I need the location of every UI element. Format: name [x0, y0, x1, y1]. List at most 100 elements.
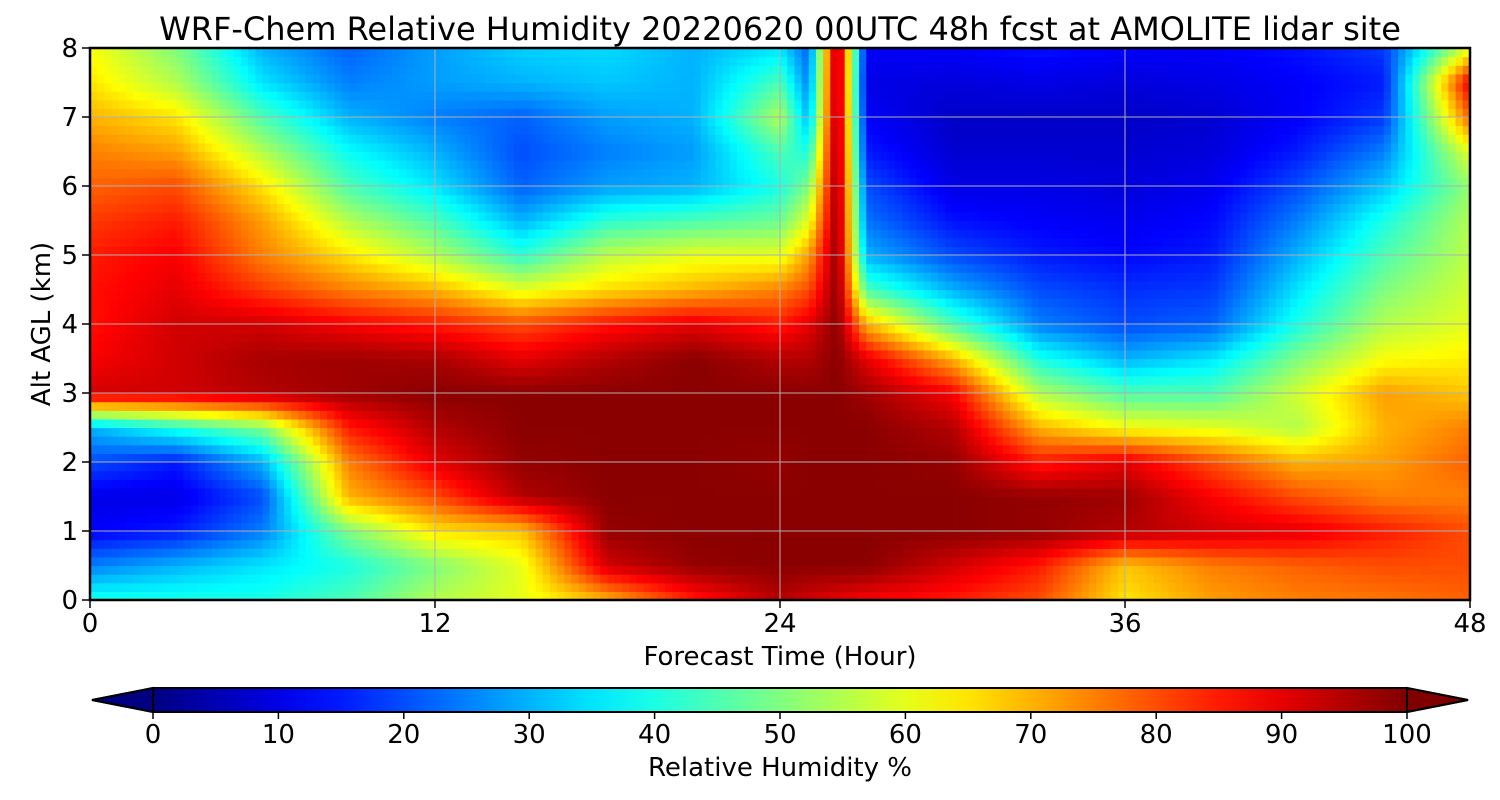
- heatmap-cell: [1125, 479, 1133, 489]
- heatmap-cell: [1211, 565, 1220, 575]
- heatmap-cell: [1010, 470, 1018, 480]
- heatmap-cell: [1326, 548, 1335, 558]
- heatmap-cell: [801, 401, 810, 411]
- heatmap-cell: [700, 384, 709, 394]
- heatmap-cell: [751, 375, 760, 385]
- heatmap-cell: [212, 574, 220, 584]
- heatmap-cell: [327, 384, 335, 394]
- heatmap-cell: [1168, 444, 1176, 454]
- heatmap-cell: [736, 393, 745, 403]
- heatmap-cell: [320, 401, 328, 411]
- heatmap-cell: [406, 401, 415, 411]
- heatmap-cell: [205, 444, 213, 454]
- heatmap-cell: [866, 444, 875, 454]
- heatmap-cell: [744, 453, 752, 463]
- heatmap-cell: [1081, 522, 1090, 532]
- heatmap-cell: [233, 522, 242, 532]
- heatmap-cell: [916, 453, 925, 463]
- heatmap-cell: [1010, 427, 1018, 437]
- heatmap-cell: [1261, 427, 1270, 437]
- heatmap-cell: [902, 496, 910, 506]
- heatmap-cell: [614, 384, 623, 394]
- heatmap-cell: [190, 513, 199, 523]
- heatmap-cell: [1347, 393, 1356, 403]
- heatmap-cell: [1290, 444, 1299, 454]
- heatmap-cell: [140, 479, 149, 489]
- heatmap-cell: [794, 591, 803, 601]
- heatmap-cell: [1146, 375, 1155, 385]
- heatmap-cell: [1074, 548, 1083, 558]
- heatmap-cell: [1168, 582, 1176, 592]
- heatmap-cell: [1067, 582, 1076, 592]
- heatmap-cell: [348, 418, 357, 429]
- heatmap-cell: [1304, 479, 1313, 489]
- heatmap-cell: [895, 574, 903, 584]
- heatmap-cell: [700, 591, 709, 601]
- heatmap-cell: [650, 513, 659, 523]
- heatmap-cell: [966, 513, 975, 523]
- heatmap-cell: [90, 582, 98, 592]
- heatmap-cell: [557, 375, 565, 385]
- heatmap-cell: [1081, 496, 1090, 506]
- heatmap-cell: [585, 522, 594, 532]
- heatmap-cell: [470, 531, 479, 541]
- heatmap-cell: [1390, 436, 1399, 446]
- heatmap-cell: [650, 522, 659, 532]
- heatmap-cell: [1117, 496, 1126, 506]
- heatmap-cell: [154, 401, 163, 411]
- heatmap-cell: [1038, 444, 1047, 454]
- heatmap-cell: [1326, 418, 1335, 429]
- heatmap-cell: [147, 470, 156, 480]
- heatmap-cell: [169, 453, 177, 463]
- heatmap-cell: [1089, 531, 1097, 541]
- heatmap-cell: [269, 565, 278, 575]
- heatmap-cell: [1081, 462, 1090, 472]
- heatmap-cell: [1002, 410, 1011, 420]
- heatmap-cell: [219, 539, 228, 549]
- heatmap-cell: [1110, 548, 1119, 558]
- heatmap-cell: [435, 410, 443, 420]
- heatmap-cell: [1247, 487, 1255, 498]
- heatmap-cell: [643, 574, 652, 584]
- heatmap-cell: [1390, 496, 1399, 506]
- heatmap-cell: [1146, 410, 1155, 420]
- heatmap-cell: [887, 418, 896, 429]
- heatmap-cell: [384, 375, 393, 385]
- heatmap-cell: [1247, 582, 1255, 592]
- heatmap-cell: [456, 556, 465, 567]
- heatmap-cell: [758, 444, 767, 454]
- heatmap-cell: [780, 539, 788, 549]
- heatmap-cell: [197, 418, 206, 429]
- heatmap-cell: [312, 487, 321, 498]
- heatmap-cell: [506, 393, 515, 403]
- heatmap-cell: [614, 470, 623, 480]
- heatmap-cell: [1139, 427, 1148, 437]
- heatmap-cell: [1304, 427, 1313, 437]
- heatmap-cell: [269, 444, 278, 454]
- heatmap-cell: [377, 513, 386, 523]
- heatmap-cell: [1010, 453, 1018, 463]
- heatmap-cell: [1369, 505, 1378, 515]
- heatmap-cell: [1175, 375, 1184, 385]
- heatmap-cell: [880, 556, 889, 567]
- heatmap-cell: [1024, 487, 1033, 498]
- heatmap-cell: [1038, 479, 1047, 489]
- heatmap-cell: [542, 487, 551, 498]
- heatmap-cell: [787, 375, 795, 385]
- heatmap-cell: [1340, 453, 1349, 463]
- heatmap-cell: [1053, 427, 1061, 437]
- heatmap-cell: [427, 401, 436, 411]
- heatmap-cell: [1074, 487, 1083, 498]
- heatmap-cell: [1319, 539, 1327, 549]
- heatmap-cell: [780, 462, 788, 472]
- heatmap-cell: [895, 548, 903, 558]
- heatmap-cell: [384, 591, 393, 601]
- heatmap-cell: [90, 505, 98, 515]
- heatmap-cell: [880, 565, 889, 575]
- heatmap-cell: [1319, 393, 1327, 403]
- heatmap-cell: [521, 505, 530, 515]
- heatmap-cell: [125, 410, 134, 420]
- heatmap-cell: [945, 582, 954, 592]
- heatmap-cell: [895, 565, 903, 575]
- heatmap-cell: [1333, 574, 1342, 584]
